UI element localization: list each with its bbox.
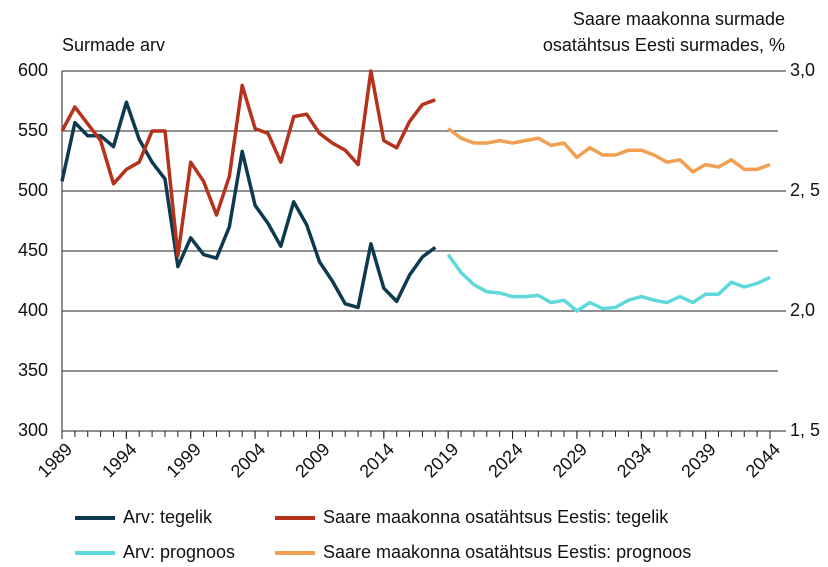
x-tick-label: 2044	[742, 439, 784, 481]
legend-label: Arv: tegelik	[123, 507, 213, 527]
y2-tick-label: 1, 5	[790, 420, 820, 440]
y-tick-label: 500	[18, 180, 48, 200]
x-tick-label: 2029	[549, 439, 591, 481]
x-tick-label: 2019	[420, 439, 462, 481]
y-tick-label: 400	[18, 300, 48, 320]
y2-tick-label: 2, 5	[790, 180, 820, 200]
y2-tick-label: 3,0	[790, 60, 815, 80]
x-tick-label: 1989	[34, 439, 76, 481]
y-tick-label: 600	[18, 60, 48, 80]
series-line	[60, 69, 436, 258]
series-line	[447, 127, 771, 174]
x-tick-label: 2024	[484, 439, 526, 481]
y-tick-label: 550	[18, 120, 48, 140]
x-tick-label: 2009	[291, 439, 333, 481]
y-tick-label: 300	[18, 420, 48, 440]
x-tick-label: 1999	[162, 439, 204, 481]
series-line	[446, 253, 771, 313]
y-axis-title: Surmade arv	[62, 35, 165, 55]
y2-axis-title: osatähtsus Eesti surmades, %	[543, 35, 785, 55]
legend-label: Saare maakonna osatähtsus Eestis: progno…	[323, 542, 691, 562]
y2-tick-label: 2,0	[790, 300, 815, 320]
legend-label: Saare maakonna osatähtsus Eestis: tegeli…	[323, 507, 669, 527]
y-tick-label: 450	[18, 240, 48, 260]
x-tick-label: 2014	[356, 439, 398, 481]
x-tick-label: 2039	[677, 439, 719, 481]
series-line	[60, 100, 437, 310]
x-tick-label: 2034	[613, 439, 655, 481]
x-tick-label: 1994	[98, 439, 140, 481]
y-tick-label: 350	[18, 360, 48, 380]
x-tick-label: 2004	[227, 439, 269, 481]
legend-label: Arv: prognoos	[123, 542, 235, 562]
y2-axis-title: Saare maakonna surmade	[573, 9, 785, 29]
